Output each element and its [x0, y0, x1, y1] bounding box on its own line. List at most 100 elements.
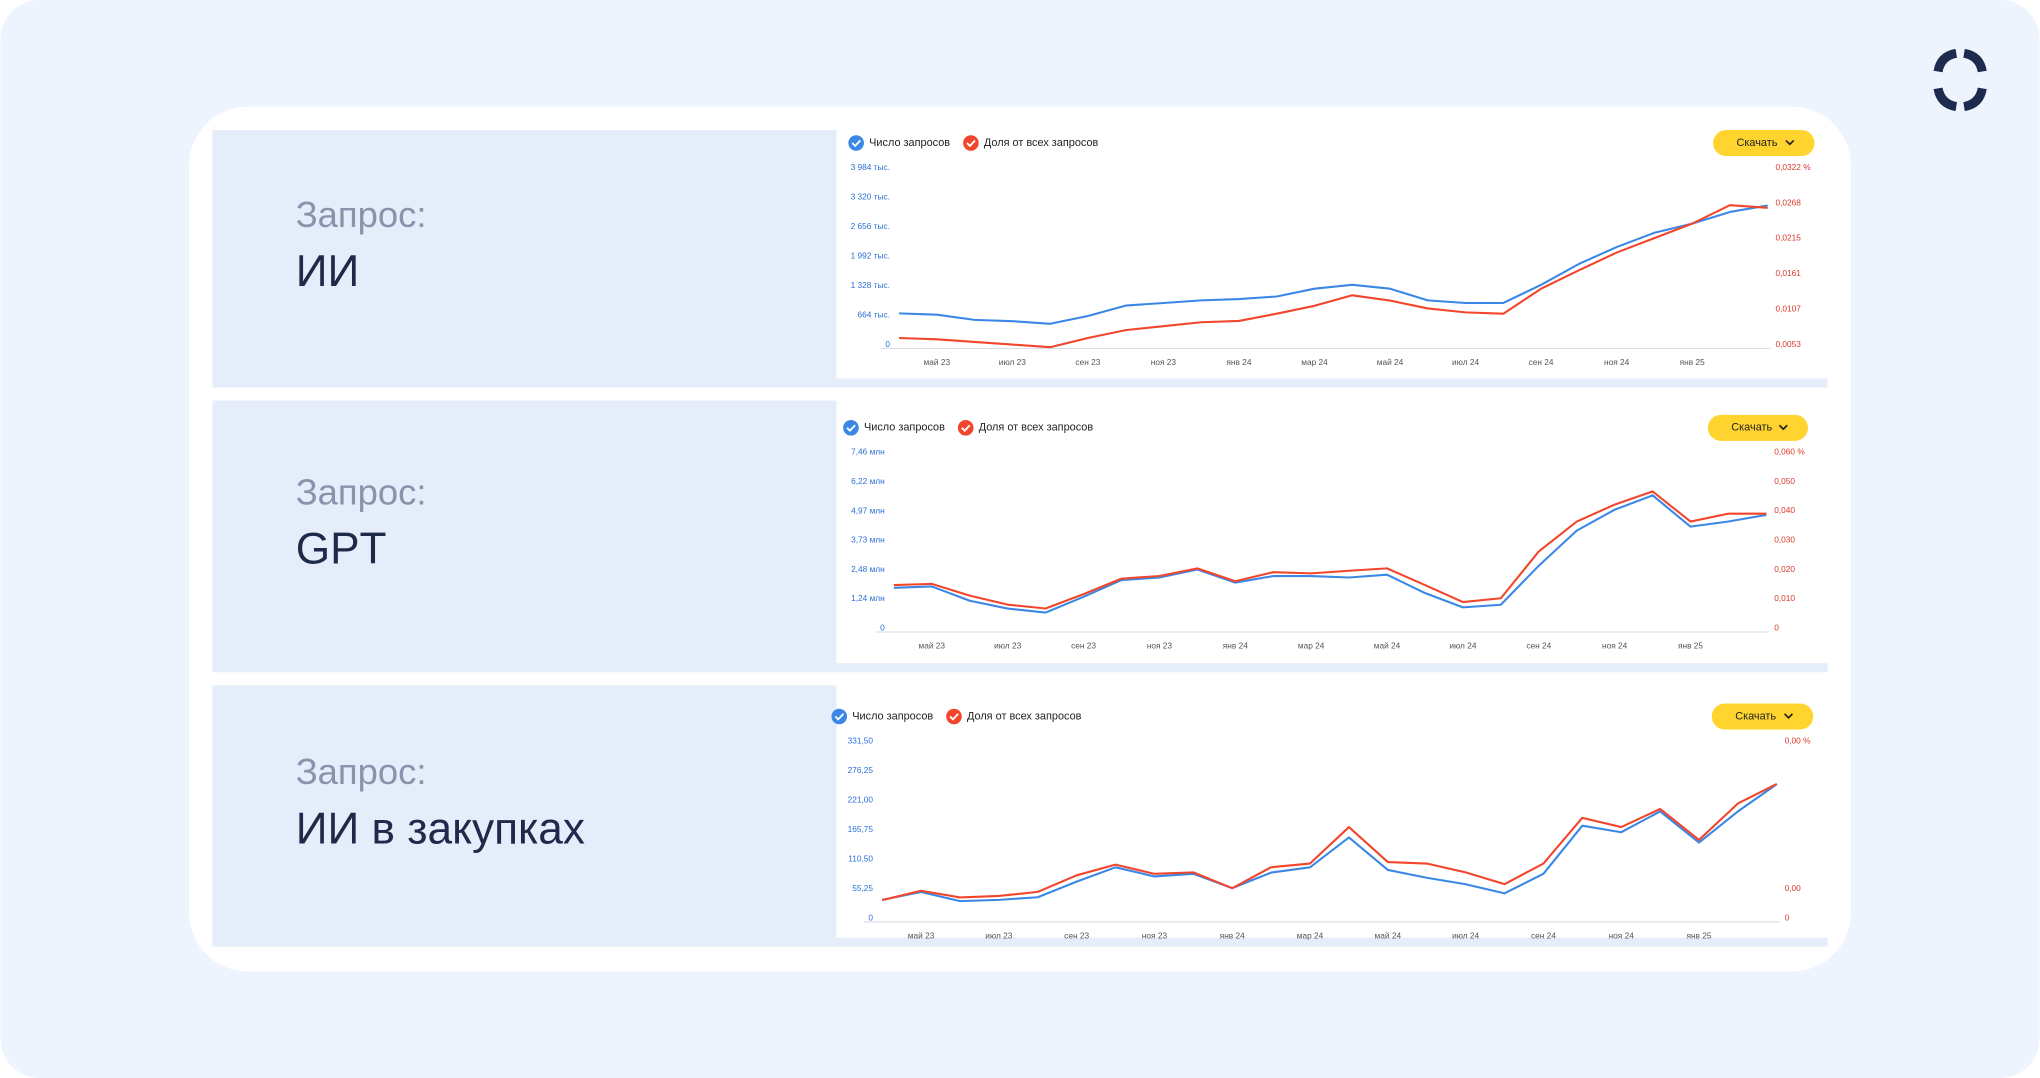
- x-tick-label: ноя 24: [1602, 640, 1628, 650]
- y-tick-label: 6,22 млн: [851, 476, 885, 486]
- download-button[interactable]: [1713, 130, 1815, 157]
- query-label: Запрос:: [296, 194, 427, 235]
- query-text: ИИ: [296, 247, 360, 296]
- y2-tick-label: 0,0322 %: [1776, 162, 1812, 172]
- x-tick-label: ноя 24: [1609, 930, 1635, 940]
- chart-panel: [836, 130, 1828, 379]
- y2-tick-label: 0,030: [1774, 535, 1795, 545]
- y-tick-label: 664 тыс.: [858, 309, 890, 319]
- query-text: GPT: [296, 525, 387, 574]
- legend-check-mark: [834, 713, 845, 721]
- y-tick-label: 4,97 млн: [851, 505, 885, 515]
- x-tick-label: сен 24: [1529, 357, 1554, 367]
- x-tick-label: мар 24: [1301, 357, 1328, 367]
- panel-strip: [836, 937, 1828, 947]
- x-tick-label: янв 25: [1686, 930, 1711, 940]
- y2-tick-label: 0,010: [1774, 593, 1795, 603]
- x-tick-label: май 23: [924, 357, 951, 367]
- y-tick-label: 165,75: [848, 824, 874, 834]
- y-tick-label: 1 992 тыс.: [851, 250, 890, 260]
- y-tick-label: 1 328 тыс.: [851, 280, 890, 290]
- series-line: [893, 490, 1767, 610]
- x-tick-label: сен 23: [1071, 640, 1096, 650]
- y2-tick-label: 0,050: [1774, 476, 1795, 486]
- download-button-label: Скачать: [1731, 422, 1772, 434]
- panel-strip: [836, 378, 1828, 388]
- legend-check-mark: [851, 139, 861, 148]
- legend-label: Доля от всех запросов: [967, 710, 1082, 722]
- y-tick-label: 0: [868, 912, 873, 922]
- x-tick-label: май 24: [1375, 930, 1402, 940]
- query-panel: [212, 685, 837, 947]
- series-line: [881, 783, 1778, 903]
- y-tick-label: 2,48 млн: [851, 564, 885, 574]
- x-tick-label: янв 25: [1680, 357, 1705, 367]
- x-tick-label: ноя 23: [1142, 930, 1168, 940]
- x-tick-label: май 24: [1374, 640, 1401, 650]
- y2-tick-label: 0,0107: [1776, 303, 1802, 313]
- query-label: Запрос:: [296, 471, 427, 512]
- download-button[interactable]: [1711, 703, 1814, 730]
- query-text: ИИ в закупках: [296, 804, 585, 853]
- x-tick-label: май 23: [919, 640, 946, 650]
- legend-check: [848, 135, 864, 151]
- chart-panel: [836, 400, 1828, 664]
- y-tick-label: 110,50: [848, 853, 873, 863]
- legend-check-mark: [949, 713, 959, 721]
- y-tick-label: 0: [885, 339, 890, 349]
- y-tick-label: 276,25: [848, 765, 874, 775]
- x-tick-label: сен 23: [1064, 930, 1089, 940]
- query-panel: [212, 130, 837, 388]
- x-tick-label: июл 23: [999, 357, 1026, 367]
- download-button-label: Скачать: [1735, 710, 1776, 722]
- x-tick-label: сен 23: [1075, 357, 1100, 367]
- y2-tick-label: 0: [1774, 622, 1779, 632]
- legend-label: Доля от всех запросов: [984, 137, 1099, 149]
- legend-label: Число запросов: [864, 422, 945, 434]
- y-tick-label: 221,00: [848, 794, 874, 804]
- y-tick-label: 3 320 тыс.: [851, 191, 890, 201]
- legend-check-mark: [846, 424, 856, 432]
- chevron: [1785, 139, 1795, 146]
- x-tick-label: янв 24: [1220, 930, 1245, 940]
- y2-tick-label: 0,040: [1774, 505, 1795, 515]
- x-tick-label: июл 24: [1449, 640, 1476, 650]
- x-tick-label: июл 23: [985, 930, 1012, 940]
- legend-check: [831, 708, 848, 725]
- legend-check: [843, 420, 859, 436]
- y-tick-label: 1,24 млн: [851, 593, 885, 603]
- legend-check: [957, 420, 974, 436]
- y2-tick-label: 0: [1785, 912, 1790, 922]
- x-tick-label: май 23: [908, 930, 935, 940]
- y2-tick-label: 0,00: [1785, 883, 1802, 893]
- series-line: [899, 204, 1768, 349]
- y-tick-label: 3 984 тыс.: [851, 162, 890, 172]
- query-panel: [212, 400, 837, 673]
- y2-tick-label: 0,020: [1774, 564, 1795, 574]
- x-tick-label: янв 24: [1223, 640, 1248, 650]
- logo: [1933, 48, 1987, 112]
- y-tick-label: 0: [880, 622, 885, 632]
- x-tick-label: сен 24: [1526, 640, 1551, 650]
- chevron: [1784, 713, 1794, 719]
- legend-check-mark: [966, 139, 976, 148]
- query-label: Запрос:: [296, 751, 427, 792]
- download-button[interactable]: [1707, 414, 1809, 441]
- y2-tick-label: 0,0268: [1776, 197, 1802, 207]
- download-button-label: Скачать: [1736, 137, 1777, 149]
- chevron: [1778, 424, 1788, 431]
- legend-check: [946, 708, 962, 725]
- x-tick-label: сен 24: [1531, 930, 1556, 940]
- x-tick-label: июл 24: [1452, 357, 1479, 367]
- series-line: [893, 494, 1767, 614]
- y-tick-label: 7,46 млн: [851, 447, 885, 457]
- x-tick-label: мар 24: [1297, 930, 1324, 940]
- x-tick-label: янв 25: [1678, 640, 1703, 650]
- y-tick-label: 3,73 млн: [851, 535, 885, 545]
- x-tick-label: мар 24: [1298, 640, 1325, 650]
- x-tick-label: июл 23: [994, 640, 1021, 650]
- legend-label: Число запросов: [869, 137, 950, 149]
- y2-tick-label: 0,0053: [1776, 339, 1802, 349]
